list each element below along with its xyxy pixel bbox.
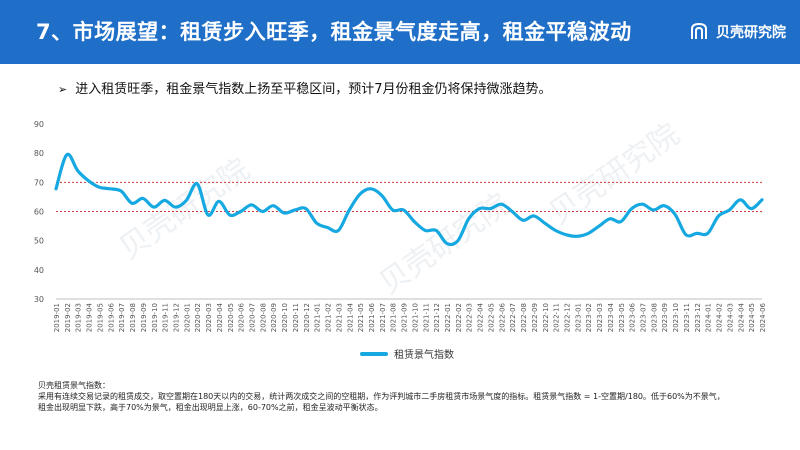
x-tick-label: 2021-03 — [335, 303, 343, 332]
x-tick-label: 2020-03 — [205, 303, 213, 332]
x-tick-label: 2019-02 — [64, 303, 72, 332]
y-axis-ticks: 30 40 50 60 70 80 90 — [34, 120, 44, 304]
watermark-text: 贝壳研究院 — [113, 152, 256, 267]
x-tick-label: 2023-09 — [661, 303, 669, 332]
footnote-line-2: 租金出现明显下跌，高于70%为景气，租金出现明显上涨，60-70%之前，租金呈波… — [38, 403, 383, 412]
x-tick-label: 2021-07 — [379, 303, 387, 332]
x-tick-label: 2021-09 — [401, 303, 409, 332]
y-tick-label: 60 — [34, 208, 44, 217]
legend-label: 租赁景气指数 — [394, 350, 454, 361]
x-tick-label: 2022-09 — [531, 303, 539, 332]
x-tick-label: 2019-07 — [118, 303, 126, 332]
x-tick-label: 2019-05 — [96, 303, 104, 332]
x-axis-ticks: 2019-01 2019-02 2019-03 2019-04 2019-05 2019-… — [53, 302, 767, 332]
x-tick-label: 2021-06 — [368, 302, 376, 332]
x-tick-label: 2022-05 — [487, 303, 495, 332]
brand: 贝壳研究院 — [688, 18, 786, 46]
x-tick-label: 2022-01 — [444, 303, 452, 332]
x-tick-label: 2019-03 — [75, 303, 83, 332]
brand-name: 贝壳研究院 — [716, 25, 786, 41]
x-tick-label: 2023-05 — [618, 303, 626, 332]
x-tick-label: 2022-07 — [509, 303, 517, 332]
y-tick-label: 80 — [34, 149, 44, 158]
x-tick-label: 2022-11 — [553, 303, 561, 332]
watermark-text: 贝壳研究院 — [373, 187, 516, 302]
x-tick-label: 2020-10 — [281, 303, 289, 332]
x-tick-label: 2022-12 — [563, 303, 571, 332]
x-tick-label: 2020-02 — [194, 303, 202, 332]
x-tick-label: 2024-04 — [737, 302, 745, 332]
x-tick-label: 2024-05 — [748, 303, 756, 332]
x-tick-label: 2023-12 — [694, 303, 702, 332]
x-tick-label: 2021-11 — [422, 303, 430, 332]
y-tick-label: 30 — [34, 295, 44, 304]
x-tick-label: 2023-08 — [650, 303, 658, 332]
x-tick-label: 2023-10 — [672, 303, 680, 332]
x-tick-label: 2021-04 — [346, 302, 354, 332]
x-tick-label: 2021-12 — [433, 303, 441, 332]
x-tick-label: 2020-09 — [270, 303, 278, 332]
x-tick-label: 2019-08 — [129, 303, 137, 332]
x-tick-label: 2024-03 — [726, 303, 734, 332]
x-tick-label: 2019-12 — [172, 303, 180, 332]
x-tick-label: 2023-06 — [629, 302, 637, 332]
x-tick-label: 2020-08 — [259, 303, 267, 332]
x-tick-label: 2022-02 — [455, 303, 463, 332]
x-tick-label: 2019-04 — [86, 302, 94, 332]
x-tick-label: 2019-06 — [107, 302, 115, 332]
x-tick-label: 2019-09 — [140, 303, 148, 332]
x-tick-label: 2024-02 — [716, 303, 724, 332]
x-tick-label: 2020-06 — [238, 302, 246, 332]
x-tick-label: 2022-03 — [466, 303, 474, 332]
x-tick-label: 2020-05 — [227, 303, 235, 332]
x-tick-label: 2023-07 — [640, 303, 648, 332]
x-tick-label: 2021-08 — [390, 303, 398, 332]
shell-logo-icon — [691, 22, 707, 39]
x-tick-label: 2021-02 — [325, 303, 333, 332]
x-tick-label: 2021-01 — [314, 303, 322, 332]
x-tick-label: 2020-11 — [292, 303, 300, 332]
x-tick-label: 2024-06 — [759, 302, 767, 332]
footnote: 贝壳租赁景气指数： 采用有连续交易记录的租赁成交，取空置期在180天以内的交易，… — [38, 380, 768, 413]
footnote-line-1: 采用有连续交易记录的租赁成交，取空置期在180天以内的交易，统计两次成交之间的空… — [38, 392, 725, 401]
footnote-title: 贝壳租赁景气指数： — [38, 381, 110, 390]
series-line-rental-index — [54, 152, 764, 247]
watermark-text: 贝壳研究院 — [543, 117, 686, 232]
x-tick-label: 2021-10 — [411, 303, 419, 332]
x-tick-label: 2023-03 — [596, 303, 604, 332]
x-tick-label: 2020-01 — [183, 303, 191, 332]
page-title: 7、市场展望：租赁步入旺季，租金景气度走高，租金平稳波动 — [36, 20, 632, 44]
x-tick-label: 2023-01 — [574, 303, 582, 332]
x-tick-label: 2023-11 — [683, 303, 691, 332]
bullet-point: ➢ 进入租赁旺季，租金景气指数上扬至平稳区间，预计7月份租金仍将保持微涨趋势。 — [58, 78, 552, 97]
y-tick-label: 40 — [34, 266, 44, 275]
x-tick-label: 2019-10 — [151, 303, 159, 332]
header-bar: 7、市场展望：租赁步入旺季，租金景气度走高，租金平稳波动 贝壳研究院 — [0, 0, 800, 64]
reference-lines — [56, 181, 762, 212]
x-tick-label: 2022-08 — [520, 303, 528, 332]
x-tick-label: 2024-01 — [705, 303, 713, 332]
x-tick-label: 2020-12 — [303, 303, 311, 332]
y-tick-label: 70 — [34, 178, 44, 187]
x-tick-label: 2022-04 — [477, 302, 485, 332]
x-tick-label: 2019-11 — [162, 303, 170, 332]
legend-swatch — [360, 351, 388, 356]
arrow-bullet-icon: ➢ — [58, 83, 68, 96]
x-tick-label: 2019-01 — [53, 303, 61, 332]
y-tick-label: 90 — [34, 120, 44, 129]
x-tick-label: 2022-10 — [542, 303, 550, 332]
x-tick-label: 2020-04 — [216, 302, 224, 332]
x-tick-label: 2021-05 — [357, 303, 365, 332]
legend: 租赁景气指数 — [360, 346, 454, 361]
y-tick-label: 50 — [34, 237, 44, 246]
x-tick-label: 2023-02 — [585, 303, 593, 332]
x-tick-label: 2020-07 — [249, 303, 257, 332]
x-tick-label: 2022-06 — [498, 302, 506, 332]
x-tick-label: 2023-04 — [607, 302, 615, 332]
bullet-text: 进入租赁旺季，租金景气指数上扬至平稳区间，预计7月份租金仍将保持微涨趋势。 — [75, 82, 552, 97]
